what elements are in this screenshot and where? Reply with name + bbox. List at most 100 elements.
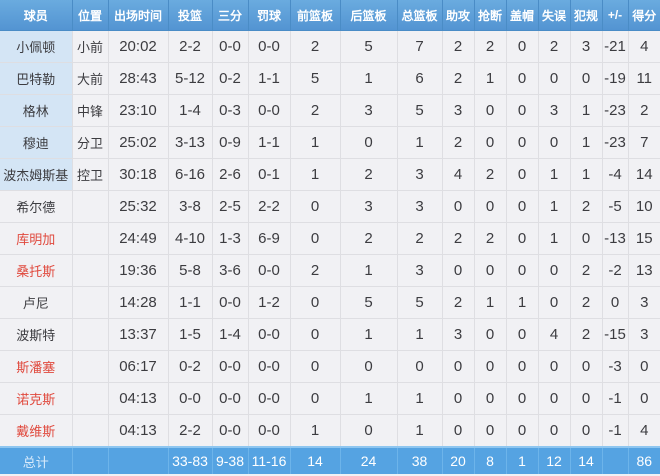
cell-blk: 1 — [505, 286, 539, 319]
cell-drb: 5 — [339, 286, 398, 319]
player-row[interactable]: 卢尼 14:28 1-1 0-0 1-2 0 5 5 2 1 1 0 2 0 3 — [0, 286, 660, 319]
cell-name[interactable]: 桑托斯 — [0, 254, 73, 287]
cell-orb: 5 — [289, 62, 341, 95]
player-row[interactable]: 诺克斯 04:13 0-0 0-0 0-0 0 1 1 0 0 0 0 0 -1 0 — [0, 382, 660, 415]
cell-trb: 2 — [396, 222, 443, 255]
cell-ft: 0-0 — [247, 414, 291, 448]
cell-pf: 0 — [569, 62, 603, 95]
cell-pos — [71, 350, 109, 383]
cell-drb: 1 — [339, 318, 398, 351]
cell-pm: -1 — [601, 382, 629, 415]
col-header-trb: 总篮板 — [397, 0, 443, 31]
cell-orb: 2 — [289, 94, 341, 127]
total-cell-fg: 33-83 — [168, 446, 213, 474]
cell-time: 23:10 — [107, 94, 169, 127]
cell-pf: 0 — [569, 382, 603, 415]
cell-blk: 0 — [505, 414, 539, 448]
cell-tov: 0 — [537, 414, 571, 448]
cell-pts: 15 — [627, 222, 660, 255]
cell-blk: 0 — [505, 222, 539, 255]
player-row[interactable]: 库明加 24:49 4-10 1-3 6-9 0 2 2 2 2 0 1 0 -13 15 — [0, 222, 660, 255]
stats-table-body: 小佩顿 小前 20:02 2-2 0-0 0-0 2 5 7 2 2 0 2 3 -21 4 巴特勒 大前 28:4… — [0, 30, 660, 448]
cell-name[interactable]: 斯潘塞 — [0, 350, 73, 383]
cell-trb: 1 — [396, 318, 443, 351]
cell-pos: 控卫 — [71, 158, 109, 191]
player-row[interactable]: 波杰姆斯基 控卫 30:18 6-16 2-6 0-1 1 2 3 4 2 0 1 1 -4 14 — [0, 158, 660, 191]
cell-pos: 中锋 — [71, 94, 109, 127]
cell-trb: 5 — [396, 286, 443, 319]
player-row[interactable]: 希尔德 25:32 3-8 2-5 2-2 0 3 3 0 0 0 1 2 -5 10 — [0, 190, 660, 223]
player-row[interactable]: 桑托斯 19:36 5-8 3-6 0-0 2 1 3 0 0 0 0 2 -2 13 — [0, 254, 660, 287]
cell-ft: 0-1 — [247, 158, 291, 191]
cell-time: 14:28 — [107, 286, 169, 319]
cell-ft: 1-1 — [247, 126, 291, 159]
stats-table-footer: 总计 33-83 9-38 11-16 14 24 38 20 8 1 12 14 86 — [0, 446, 660, 474]
player-row[interactable]: 波斯特 13:37 1-5 1-4 0-0 0 1 1 3 0 0 4 2 -15 3 — [0, 318, 660, 351]
cell-name[interactable]: 诺克斯 — [0, 382, 73, 415]
cell-ft: 0-0 — [247, 94, 291, 127]
cell-name[interactable]: 格林 — [0, 94, 73, 127]
player-row[interactable]: 小佩顿 小前 20:02 2-2 0-0 0-0 2 5 7 2 2 0 2 3 -21 4 — [0, 30, 660, 63]
total-cell-ast: 20 — [442, 446, 475, 474]
stats-table-header: 球员 位置 出场时间 投篮 三分 罚球 前篮板 后篮板 总篮板 助攻 抢断 盖帽 失误 犯规 +/- 得分 — [0, 0, 660, 31]
cell-pf: 0 — [569, 222, 603, 255]
cell-orb: 0 — [289, 318, 341, 351]
cell-trb: 3 — [396, 254, 443, 287]
cell-tov: 1 — [537, 222, 571, 255]
cell-name[interactable]: 穆迪 — [0, 126, 73, 159]
cell-tp3: 2-6 — [211, 158, 249, 191]
cell-tp3: 0-3 — [211, 94, 249, 127]
cell-name[interactable]: 波杰姆斯基 — [0, 158, 73, 191]
cell-drb: 0 — [339, 350, 398, 383]
player-row[interactable]: 巴特勒 大前 28:43 5-12 0-2 1-1 5 1 6 2 1 0 0 0 -19 11 — [0, 62, 660, 95]
cell-time: 25:32 — [107, 190, 169, 223]
cell-name[interactable]: 小佩顿 — [0, 30, 73, 63]
cell-pts: 10 — [627, 190, 660, 223]
cell-name[interactable]: 戴维斯 — [0, 414, 73, 448]
cell-blk: 0 — [505, 62, 539, 95]
cell-blk: 0 — [505, 190, 539, 223]
cell-name[interactable]: 卢尼 — [0, 286, 73, 319]
cell-tov: 2 — [537, 30, 571, 63]
cell-tov: 3 — [537, 94, 571, 127]
cell-tp3: 1-4 — [211, 318, 249, 351]
cell-stl: 2 — [473, 222, 507, 255]
total-cell-time — [108, 446, 169, 474]
col-header-pf: 犯规 — [570, 0, 603, 31]
cell-fg: 2-2 — [167, 30, 213, 63]
cell-pm: -19 — [601, 62, 629, 95]
cell-ft: 6-9 — [247, 222, 291, 255]
player-row[interactable]: 斯潘塞 06:17 0-2 0-0 0-0 0 0 0 0 0 0 0 0 -3 0 — [0, 350, 660, 383]
cell-name[interactable]: 巴特勒 — [0, 62, 73, 95]
cell-name[interactable]: 波斯特 — [0, 318, 73, 351]
cell-name[interactable]: 库明加 — [0, 222, 73, 255]
cell-fg: 3-8 — [167, 190, 213, 223]
cell-ft: 1-1 — [247, 62, 291, 95]
cell-tp3: 0-0 — [211, 286, 249, 319]
player-row[interactable]: 戴维斯 04:13 2-2 0-0 0-0 1 0 1 0 0 0 0 0 -1 4 — [0, 414, 660, 448]
cell-time: 28:43 — [107, 62, 169, 95]
col-header-tp3: 三分 — [212, 0, 249, 31]
cell-pf: 2 — [569, 254, 603, 287]
cell-drb: 1 — [339, 62, 398, 95]
cell-pts: 2 — [627, 94, 660, 127]
col-header-pos: 位置 — [72, 0, 109, 31]
player-row[interactable]: 穆迪 分卫 25:02 3-13 0-9 1-1 1 0 1 2 0 0 0 1 -23 7 — [0, 126, 660, 159]
cell-drb: 0 — [339, 126, 398, 159]
cell-ast: 3 — [441, 94, 475, 127]
cell-stl: 0 — [473, 318, 507, 351]
cell-stl: 0 — [473, 94, 507, 127]
total-cell-pts: 86 — [628, 446, 660, 474]
player-row[interactable]: 格林 中锋 23:10 1-4 0-3 0-0 2 3 5 3 0 0 3 1 -23 2 — [0, 94, 660, 127]
cell-pm: -23 — [601, 126, 629, 159]
cell-orb: 1 — [289, 158, 341, 191]
cell-orb: 0 — [289, 222, 341, 255]
cell-tov: 1 — [537, 190, 571, 223]
col-header-name: 球员 — [0, 0, 73, 31]
cell-trb: 7 — [396, 30, 443, 63]
cell-ast: 0 — [441, 190, 475, 223]
cell-fg: 4-10 — [167, 222, 213, 255]
cell-name[interactable]: 希尔德 — [0, 190, 73, 223]
cell-stl: 0 — [473, 254, 507, 287]
cell-ast: 0 — [441, 382, 475, 415]
